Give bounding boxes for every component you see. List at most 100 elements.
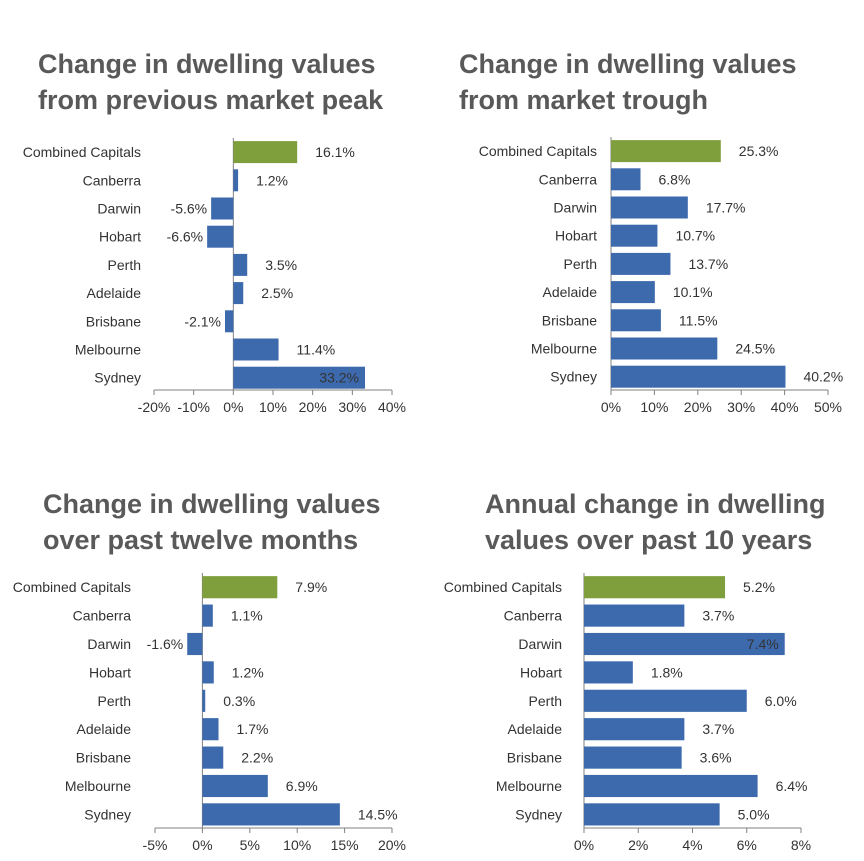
- data-label: 7.9%: [295, 579, 327, 595]
- bar-canberra: [611, 168, 641, 191]
- data-label: 1.2%: [232, 664, 264, 680]
- bar-adelaide: [584, 718, 685, 741]
- bar-sydney: [202, 803, 340, 826]
- bar-hobart: [202, 661, 214, 684]
- data-label: 40.2%: [803, 369, 843, 385]
- bar-brisbane: [202, 746, 224, 769]
- data-label: 5.0%: [738, 806, 770, 822]
- x-tick-label: 10%: [259, 399, 287, 415]
- x-tick-label: 0%: [574, 837, 594, 853]
- bar-perth: [202, 689, 206, 712]
- x-tick-label: 6%: [737, 837, 757, 853]
- chart-title: Annual change in dwelling values over pa…: [485, 486, 826, 558]
- data-label: 16.1%: [315, 144, 355, 160]
- category-label: Sydney: [550, 369, 597, 385]
- category-label: Perth: [98, 693, 131, 709]
- data-label: 2.5%: [261, 285, 293, 301]
- category-label: Adelaide: [543, 284, 598, 300]
- bar-hobart: [611, 224, 658, 247]
- bar-perth: [611, 252, 671, 275]
- x-tick-label: 40%: [771, 399, 799, 415]
- bar-brisbane: [611, 309, 661, 332]
- data-label: 6.0%: [765, 693, 797, 709]
- bar-perth: [233, 253, 248, 276]
- x-tick-label: 5%: [240, 837, 260, 853]
- bar-darwin: [611, 196, 688, 219]
- bar-melbourne: [584, 774, 758, 798]
- data-label: 3.7%: [702, 721, 734, 737]
- bar-brisbane: [225, 310, 234, 333]
- category-label: Perth: [108, 257, 141, 273]
- x-tick-label: 20%: [378, 837, 406, 853]
- data-label: 1.1%: [231, 608, 263, 624]
- x-tick-label: 0%: [601, 399, 621, 415]
- data-label: 10.7%: [675, 228, 715, 244]
- category-label: Darwin: [97, 201, 141, 217]
- category-label: Adelaide: [77, 721, 132, 737]
- category-label: Brisbane: [542, 312, 597, 328]
- category-label: Adelaide: [87, 285, 142, 301]
- data-label: 11.5%: [679, 312, 718, 328]
- bar-canberra: [202, 604, 213, 627]
- chart-title-line-2: from previous market peak: [38, 85, 384, 115]
- x-tick-label: 50%: [814, 399, 842, 415]
- category-label: Melbourne: [496, 778, 562, 794]
- x-tick-label: -20%: [138, 399, 171, 415]
- data-label: 6.8%: [659, 171, 691, 187]
- category-label: Combined Capitals: [479, 143, 597, 159]
- data-label: 24.5%: [735, 341, 775, 357]
- category-label: Darwin: [553, 200, 597, 216]
- bar-melbourne: [233, 338, 279, 361]
- category-label: Brisbane: [507, 750, 562, 766]
- data-label: 10.1%: [673, 284, 713, 300]
- bar-hobart: [584, 661, 633, 684]
- x-tick-label: 30%: [338, 399, 366, 415]
- x-tick-label: -5%: [143, 837, 168, 853]
- bar-combined-capitals: [584, 576, 726, 599]
- data-label: 25.3%: [739, 143, 779, 159]
- data-label: 0.3%: [223, 693, 255, 709]
- bar-brisbane: [584, 746, 682, 769]
- x-tick-label: 20%: [684, 399, 712, 415]
- x-tick-label: 30%: [727, 399, 755, 415]
- bar-combined-capitals: [233, 141, 298, 164]
- data-label: 3.7%: [702, 608, 734, 624]
- x-tick-label: 10%: [283, 837, 311, 853]
- category-label: Canberra: [83, 172, 142, 188]
- category-label: Adelaide: [508, 721, 563, 737]
- category-label: Sydney: [94, 370, 141, 386]
- chart-title-line-1: Annual change in dwelling: [485, 489, 826, 519]
- data-label: 33.2%: [319, 370, 359, 386]
- data-label: 1.7%: [237, 721, 269, 737]
- category-label: Combined Capitals: [23, 144, 141, 160]
- data-label: -6.6%: [167, 229, 204, 245]
- data-label: 1.8%: [651, 664, 683, 680]
- category-label: Hobart: [99, 229, 141, 245]
- data-label: 1.2%: [256, 172, 288, 188]
- bar-darwin: [211, 197, 234, 220]
- data-label: 7.4%: [747, 636, 779, 652]
- category-label: Sydney: [84, 806, 131, 822]
- x-tick-label: 4%: [682, 837, 702, 853]
- bar-canberra: [584, 604, 685, 627]
- category-label: Melbourne: [531, 341, 597, 357]
- bar-perth: [584, 689, 747, 712]
- chart-title-line-1: Change in dwelling values: [38, 49, 376, 79]
- x-tick-label: 40%: [378, 399, 406, 415]
- data-label: -1.6%: [147, 636, 184, 652]
- chart-title-line-2: values over past 10 years: [485, 525, 813, 555]
- x-tick-label: 0%: [223, 399, 243, 415]
- category-label: Melbourne: [75, 342, 141, 358]
- category-label: Canberra: [504, 608, 563, 624]
- data-label: 5.2%: [743, 579, 775, 595]
- category-label: Hobart: [89, 664, 131, 680]
- bar-combined-capitals: [202, 576, 278, 599]
- category-label: Canberra: [539, 171, 598, 187]
- category-label: Perth: [564, 256, 597, 272]
- x-tick-label: -10%: [177, 399, 210, 415]
- x-tick-label: 20%: [299, 399, 327, 415]
